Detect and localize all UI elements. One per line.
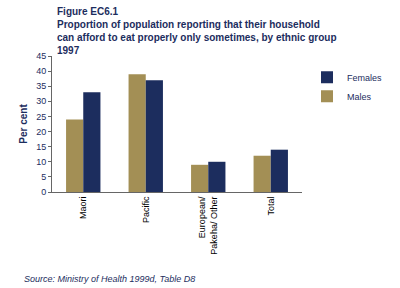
svg-text:45: 45 — [36, 51, 46, 61]
svg-text:Males: Males — [347, 92, 372, 102]
svg-text:Figure EC6.1Proportion of popu: Figure EC6.1Proportion of population rep… — [57, 6, 337, 56]
svg-text:0: 0 — [41, 187, 46, 197]
svg-text:Total: Total — [266, 197, 276, 216]
svg-text:40: 40 — [36, 66, 46, 76]
svg-text:Pacific: Pacific — [141, 196, 151, 223]
svg-text:30: 30 — [36, 96, 46, 106]
svg-text:35: 35 — [36, 81, 46, 91]
svg-text:20: 20 — [36, 127, 46, 137]
svg-text:15: 15 — [36, 142, 46, 152]
svg-text:Females: Females — [347, 73, 382, 83]
svg-text:5: 5 — [41, 172, 46, 182]
svg-text:Source: Ministry of Health 199: Source: Ministry of Health 1999d, Table … — [24, 274, 195, 284]
svg-text:Maori: Maori — [78, 197, 88, 220]
svg-text:Per cent: Per cent — [18, 104, 29, 144]
svg-text:25: 25 — [36, 112, 46, 122]
svg-text:European/Pakeha/ Other: European/Pakeha/ Other — [197, 196, 219, 255]
svg-text:10: 10 — [36, 157, 46, 167]
